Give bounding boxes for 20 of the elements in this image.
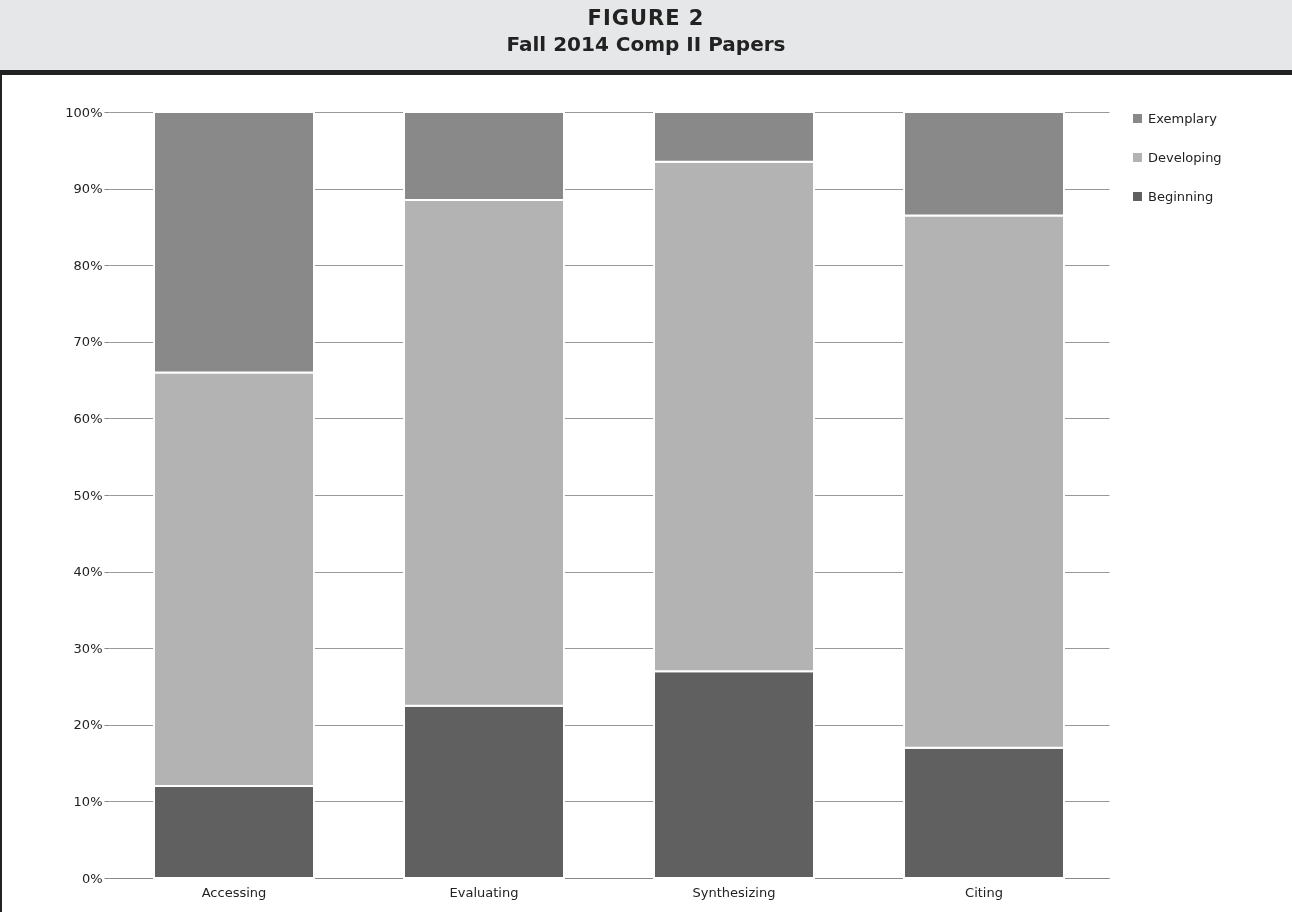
y-tick-label: 40% <box>73 564 103 580</box>
y-tick-label: 30% <box>73 640 103 656</box>
chart-title: FIGURE 2 <box>586 6 706 30</box>
y-tick-label: 100% <box>65 104 103 120</box>
legend-label: Exemplary <box>1148 110 1218 126</box>
x-tick-label: Evaluating <box>449 884 519 900</box>
y-tick-label: 70% <box>73 334 103 350</box>
x-tick-label: Synthesizing <box>692 884 776 900</box>
y-tick-label: 10% <box>73 793 103 809</box>
x-tick-label: Accessing <box>201 884 267 900</box>
chart-subtitle: Fall 2014 Comp II Papers <box>505 32 787 56</box>
y-tick-label: 20% <box>73 717 103 733</box>
legend-label: Beginning <box>1148 188 1214 204</box>
y-tick-label: 90% <box>73 181 103 197</box>
y-tick-label: 80% <box>73 257 103 273</box>
y-tick-label: 0% <box>81 870 103 886</box>
y-tick-label: 60% <box>73 410 103 426</box>
x-tick-label: Citing <box>965 884 1003 900</box>
y-tick-label: 50% <box>73 487 103 503</box>
legend-label: Developing <box>1148 149 1222 165</box>
